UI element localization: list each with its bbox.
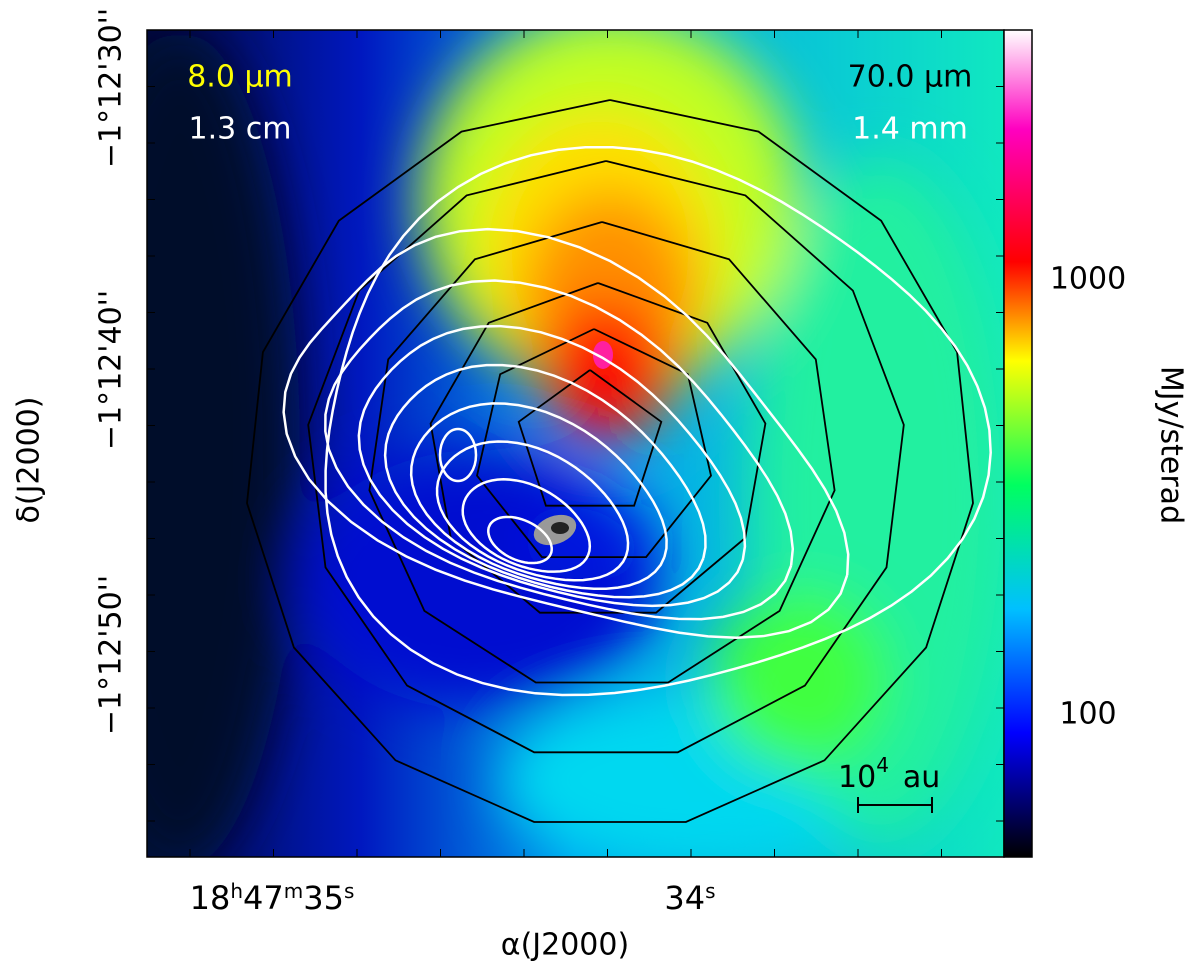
contour-black xyxy=(368,221,836,684)
contour-white xyxy=(324,145,992,697)
tick-unit: s xyxy=(705,879,715,903)
colorbar-label: MJy/sterad xyxy=(1154,366,1189,524)
scale-exponent: 4 xyxy=(876,753,889,777)
tick-number: 35 xyxy=(303,879,344,917)
contour-white xyxy=(461,478,592,573)
contour-white xyxy=(438,427,478,483)
band-label: 70.0 μm xyxy=(848,60,973,95)
tick-unit: h xyxy=(230,879,243,903)
y-tick-label: −1°12'50'' xyxy=(94,575,129,735)
contour-black xyxy=(307,160,905,754)
contour-white xyxy=(409,402,668,590)
scale-bar-label: 104 au xyxy=(838,753,940,795)
colorbar-tick-label: 100 xyxy=(1059,697,1116,732)
contour-white xyxy=(487,515,553,565)
band-label: 8.0 μm xyxy=(187,60,293,95)
contour-white xyxy=(357,324,747,608)
band-label: 1.3 cm xyxy=(189,112,292,147)
x-tick-label: 34s xyxy=(664,879,715,918)
colorbar-tick-label: 1000 xyxy=(1050,262,1126,297)
image xyxy=(147,30,1004,857)
scale-base: 10 xyxy=(838,760,876,795)
contour-black xyxy=(517,369,663,507)
tick-number: 18 xyxy=(190,879,231,917)
x-tick-label: 18h47m35s xyxy=(190,879,355,918)
y-tick-label: −1°12'40'' xyxy=(94,290,129,450)
contour-white xyxy=(282,227,850,640)
scale-unit: au xyxy=(903,760,940,795)
tick-number: 47 xyxy=(243,879,284,917)
band-label: 1.4 mm xyxy=(852,112,968,147)
contour-white xyxy=(324,279,795,621)
tick-unit: s xyxy=(344,879,354,903)
contour-black xyxy=(476,328,712,558)
y-tick-label: −1°12'30'' xyxy=(94,8,129,168)
colorbar xyxy=(1003,29,1033,858)
x-axis-label: α(J2000) xyxy=(501,928,629,963)
contour-white xyxy=(383,363,707,599)
tick-number: 34 xyxy=(664,879,705,917)
y-axis-label: δ(J2000) xyxy=(12,397,47,524)
contour-black xyxy=(429,282,767,614)
contour-black xyxy=(246,99,974,823)
tick-unit: m xyxy=(284,879,303,903)
